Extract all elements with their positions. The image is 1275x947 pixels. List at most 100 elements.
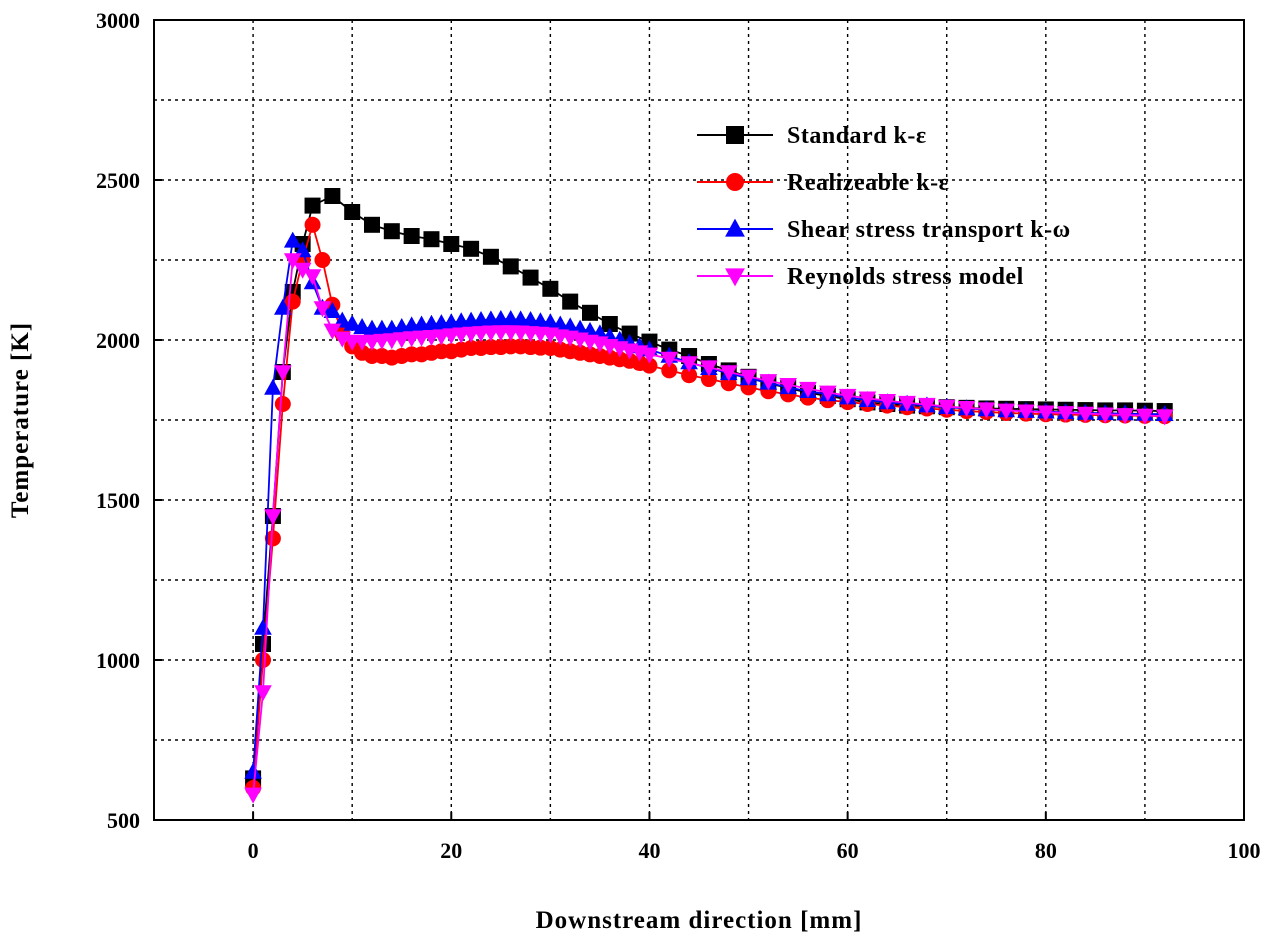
- data-point: [383, 223, 400, 240]
- data-point: [700, 371, 717, 388]
- data-point: [324, 188, 341, 204]
- data-point: [542, 280, 559, 297]
- y-tick-label: 2000: [96, 328, 140, 353]
- data-point: [344, 204, 361, 220]
- data-point: [323, 323, 342, 340]
- legend-label: Standard k-ε: [787, 123, 927, 149]
- data-point: [403, 228, 420, 244]
- series-2: [245, 216, 1173, 796]
- plot-frame: [153, 19, 1245, 821]
- data-point: [502, 258, 519, 275]
- legend-label: Realizeable k-ε: [787, 170, 949, 196]
- legend-label: Shear stress transport k-ω: [787, 217, 1071, 243]
- data-point: [739, 369, 758, 386]
- data-point: [918, 397, 936, 414]
- data-point: [463, 240, 480, 257]
- data-point: [443, 236, 460, 252]
- data-point: [858, 391, 877, 408]
- data-point: [364, 216, 380, 233]
- data-point: [640, 347, 659, 364]
- data-point: [1096, 407, 1115, 424]
- series-4: [244, 253, 1174, 804]
- data-point: [255, 652, 271, 668]
- data-point: [759, 374, 778, 391]
- data-point: [274, 298, 292, 315]
- x-tick-label: 0: [248, 838, 259, 863]
- data-point: [1056, 406, 1075, 423]
- data-point: [244, 762, 262, 779]
- y-tick-label: 2500: [96, 168, 140, 193]
- legend: Standard k-ε Realizeable k-ε Shear stress …: [697, 123, 1071, 290]
- y-tick-label: 1500: [96, 488, 140, 513]
- data-point: [541, 313, 560, 330]
- data-point: [274, 396, 291, 412]
- data-point: [343, 314, 361, 331]
- data-point: [314, 252, 331, 268]
- data-point: [898, 395, 916, 412]
- data-point: [244, 787, 262, 804]
- data-point: [264, 530, 281, 547]
- data-point: [997, 403, 1015, 420]
- series-line: [252, 221, 1165, 789]
- data-point: [661, 362, 678, 379]
- data-point: [323, 302, 342, 318]
- data-point: [313, 301, 332, 318]
- y-axis-label: Temperature [K]: [7, 322, 34, 518]
- data-point: [254, 685, 272, 702]
- x-tick-label: 60: [837, 838, 859, 863]
- data-point: [293, 262, 312, 279]
- legend-label: Reynolds stress model: [787, 264, 1024, 290]
- data-point: [957, 401, 976, 418]
- data-point: [878, 394, 897, 410]
- data-point: [582, 304, 598, 321]
- data-point: [819, 385, 837, 402]
- data-point: [255, 636, 271, 652]
- legend-item: Realizeable k-ε: [697, 170, 949, 196]
- data-point: [1136, 408, 1154, 425]
- series-line: [252, 238, 1165, 773]
- data-point: [719, 365, 738, 382]
- legend-marker: [725, 218, 745, 237]
- legend-marker: [725, 268, 745, 287]
- data-point: [274, 365, 292, 382]
- data-point: [1037, 405, 1055, 422]
- data-point: [621, 325, 638, 342]
- data-point: [641, 357, 658, 374]
- series-1: [245, 188, 1173, 787]
- data-point: [977, 402, 996, 419]
- data-point: [283, 253, 302, 270]
- legend-marker: [726, 126, 744, 144]
- data-point: [264, 378, 282, 395]
- series-line: [252, 194, 1165, 779]
- data-point: [254, 618, 272, 635]
- data-point: [680, 356, 698, 373]
- x-tick-label: 40: [638, 838, 660, 863]
- legend-item: Reynolds stress model: [697, 264, 1024, 290]
- legend-item: Standard k-ε: [697, 123, 927, 149]
- y-tick-label: 3000: [96, 8, 140, 33]
- data-point: [937, 399, 956, 416]
- y-tick-label: 1000: [96, 648, 140, 673]
- data-point: [660, 351, 679, 368]
- series-lines: [244, 188, 1174, 804]
- data-point: [1116, 408, 1134, 425]
- y-tick-label: 500: [107, 808, 140, 833]
- data-point: [304, 197, 321, 214]
- axis-ticks: 0 20 40 60 80 100 500 1000 1500 2000 2500 3000: [96, 8, 1261, 863]
- data-point: [304, 216, 321, 233]
- data-point: [700, 360, 718, 377]
- x-tick-label: 20: [440, 838, 462, 863]
- data-point: [1017, 404, 1035, 421]
- series-3: [244, 231, 1174, 779]
- data-point: [303, 269, 322, 286]
- data-point: [601, 316, 618, 332]
- data-point: [264, 509, 282, 526]
- data-point: [482, 248, 499, 265]
- x-axis-label: Downstream direction [mm]: [536, 907, 863, 934]
- data-point: [779, 378, 797, 394]
- data-point: [681, 367, 698, 384]
- data-point: [562, 293, 579, 310]
- x-tick-label: 100: [1228, 838, 1261, 863]
- data-point: [283, 231, 302, 248]
